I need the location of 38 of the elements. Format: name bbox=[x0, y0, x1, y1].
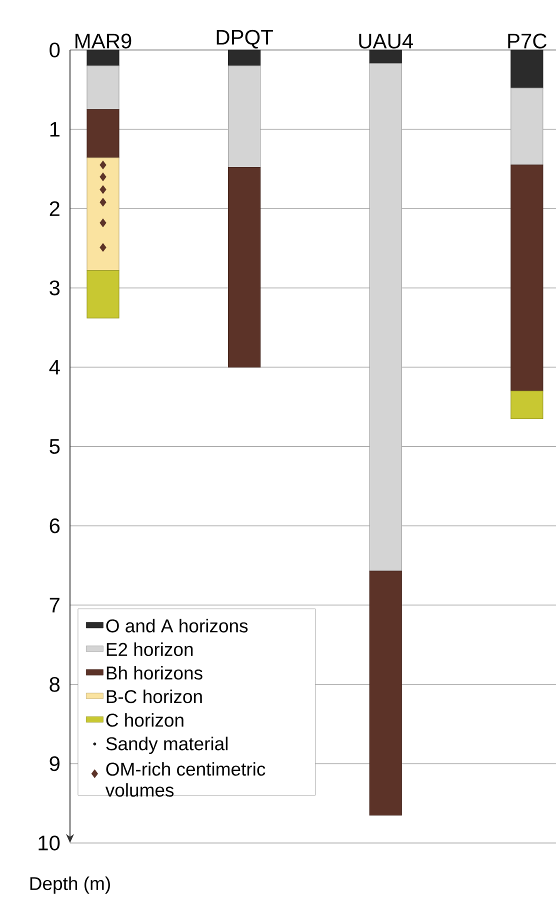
bar bbox=[86, 270, 120, 318]
y-axis-title: Depth (m) bbox=[30, 876, 110, 894]
bar bbox=[510, 88, 543, 166]
y-tick-label: 7 bbox=[50, 598, 60, 612]
y-tick-label: 10 bbox=[38, 836, 60, 850]
legend-label: B-C horizon bbox=[106, 690, 202, 704]
y-tick-label: 3 bbox=[49, 280, 60, 296]
legend-label: OM-rich centimetric volumes bbox=[105, 762, 265, 797]
y-tick-label: 2 bbox=[50, 201, 60, 216]
legend-label: E2 horizon bbox=[106, 642, 192, 656]
bar bbox=[369, 50, 402, 64]
bar bbox=[510, 50, 543, 88]
legend-label: C horizon bbox=[106, 713, 184, 727]
x-tick-label: P7C bbox=[508, 34, 546, 48]
y-tick-label: 4 bbox=[49, 360, 60, 374]
bar bbox=[369, 63, 402, 572]
bar bbox=[228, 66, 260, 168]
bar bbox=[86, 66, 120, 110]
x-tick-label: DPQT bbox=[216, 30, 273, 48]
y-tick-label: 0 bbox=[49, 42, 60, 58]
y-tick-label: 5 bbox=[49, 439, 60, 454]
y-tick-label: 6 bbox=[50, 518, 60, 534]
x-tick-label: MAR9 bbox=[75, 34, 131, 48]
bar bbox=[369, 570, 402, 816]
legend-label: Bh horizons bbox=[106, 666, 202, 680]
bar bbox=[86, 50, 120, 66]
y-tick-label: 9 bbox=[50, 756, 60, 772]
x-tick-label: UAU4 bbox=[359, 34, 413, 48]
bar bbox=[228, 167, 260, 368]
bar bbox=[86, 109, 120, 158]
y-tick-label: 1 bbox=[50, 122, 60, 137]
y-tick-label: 8 bbox=[49, 676, 60, 692]
legend-label: O and A horizons bbox=[106, 618, 248, 632]
bar bbox=[510, 390, 543, 420]
bar bbox=[510, 164, 543, 392]
bar bbox=[86, 158, 120, 271]
legend-label: Sandy material bbox=[106, 736, 228, 754]
bar bbox=[228, 50, 260, 66]
